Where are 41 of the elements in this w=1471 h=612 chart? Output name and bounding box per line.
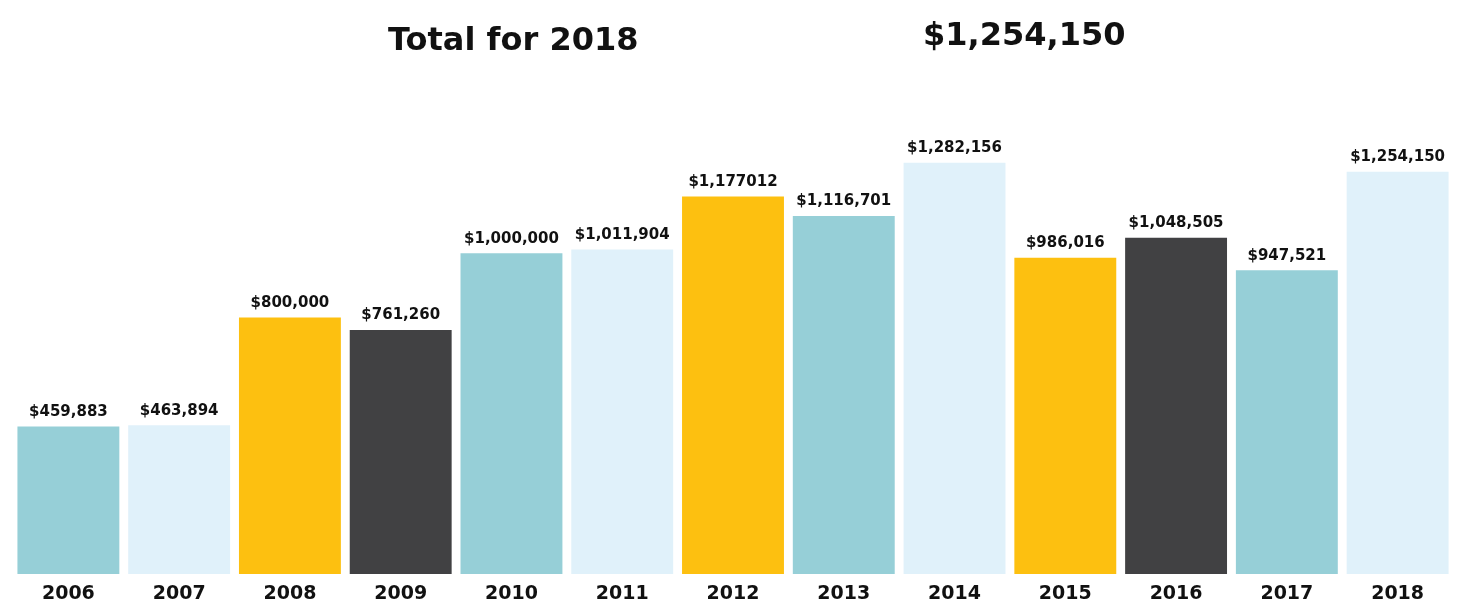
- bar: [17, 426, 120, 574]
- x-tick-label: 2011: [595, 580, 649, 603]
- bar: [460, 253, 563, 574]
- x-tick-label: 2007: [152, 580, 206, 603]
- data-label: $800,000: [250, 292, 330, 311]
- chart-title: Total for 2018: [388, 20, 639, 58]
- data-label: $463,894: [139, 400, 219, 419]
- data-label: $1,000,000: [464, 228, 559, 247]
- data-label: $1,282,156: [907, 138, 1002, 157]
- bar: [128, 425, 231, 574]
- x-tick-label: 2013: [817, 580, 871, 603]
- bar: [1235, 270, 1338, 574]
- data-label: $1,011,904: [574, 225, 670, 244]
- bar: [682, 196, 784, 574]
- bar: [238, 317, 341, 574]
- x-tick-label: 2015: [1038, 580, 1092, 603]
- x-tick-label: 2006: [41, 580, 95, 603]
- x-tick-label: 2008: [263, 580, 317, 603]
- data-label: $761,260: [361, 305, 441, 324]
- data-label: $459,883: [29, 402, 108, 421]
- bar: [1125, 237, 1228, 574]
- bar: [903, 162, 1006, 574]
- bar: [571, 249, 674, 574]
- data-label: $1,254,150: [1350, 147, 1446, 166]
- x-tick-label: 2009: [374, 580, 428, 603]
- x-tick-label: 2012: [706, 580, 760, 603]
- bar: [1014, 257, 1117, 574]
- data-label: $1,177012: [688, 172, 778, 191]
- data-label: $986,016: [1025, 233, 1105, 252]
- data-label: $947,521: [1247, 245, 1327, 264]
- data-label: $1,048,505: [1128, 213, 1224, 232]
- x-tick-label: 2017: [1260, 580, 1314, 603]
- bar: [1346, 171, 1449, 574]
- x-tick-label: 2016: [1149, 580, 1203, 603]
- x-tick-label: 2010: [485, 580, 538, 603]
- bar: [792, 215, 895, 574]
- data-label: $1,116,701: [796, 191, 892, 210]
- bar: [349, 329, 452, 574]
- x-tick-label: 2018: [1371, 580, 1425, 603]
- text: $1,254,150: [923, 15, 1126, 53]
- x-tick-label: 2014: [928, 580, 981, 603]
